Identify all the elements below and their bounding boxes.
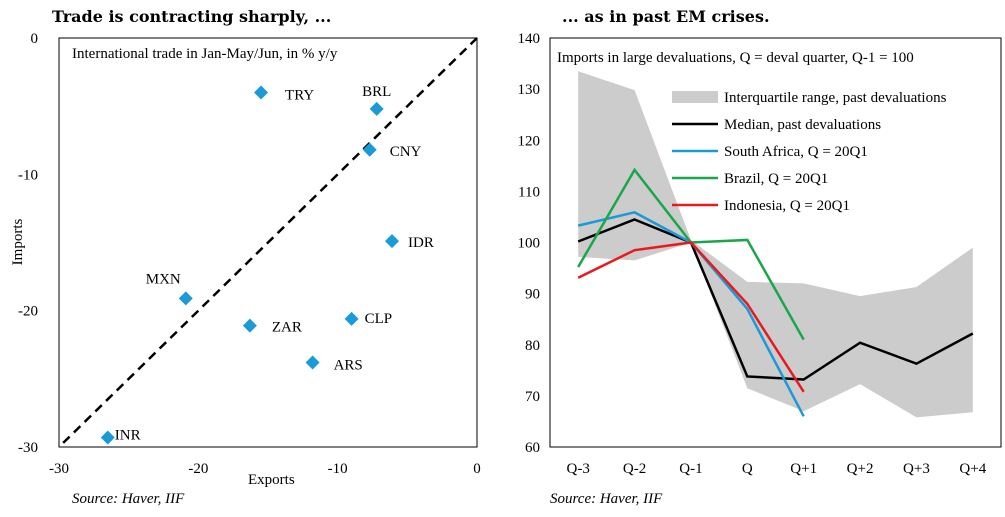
scatter-x-tick-label: 0 [473,461,481,477]
line-chart: ... as in past EM crises. Imports in lar… [518,7,1002,507]
scatter-point-inr [100,430,115,445]
line-x-ticks: Q-3 Q-2 Q-1 Q Q+1 Q+2 Q+3 Q+4 [567,461,987,477]
scatter-y-tick-label: -30 [18,440,38,456]
line-x-tick-label: Q-1 [679,461,702,477]
scatter-x-tick-label: -10 [328,461,348,477]
scatter-y-tick-label: -10 [18,167,38,183]
scatter-point-ars [305,355,320,370]
scatter-point-idr [385,234,400,249]
legend-swatch-band [672,91,718,103]
line-y-tick-label: 140 [518,31,541,47]
scatter-x-tick-label: -30 [49,461,69,477]
line-x-tick-label: Q-3 [567,461,590,477]
series-line-indonesia [577,241,805,393]
line-y-tick-label: 60 [525,440,540,456]
line-y-tick-label: 130 [518,82,541,98]
scatter-point-cny [362,142,377,157]
line-x-tick-label: Q+3 [903,461,930,477]
scatter-x-ticks: -30 -20 -10 0 [49,461,481,477]
scatter-y-ticks: 0 -10 -20 -30 [18,31,38,456]
line-x-tick-label: Q+1 [790,461,817,477]
legend-label-series: South Africa, Q = 20Q1 [724,144,868,160]
scatter-y-axis-label: Imports [10,219,26,266]
scatter-point-brl [369,101,384,116]
scatter-point-mxn [178,291,193,306]
scatter-y-tick-label: 0 [31,31,39,47]
scatter-points: TRY BRL CNY IDR MXN ZAR CLP ARS INR [100,84,434,445]
line-chart-legend: Interquartile range, past devaluations Me… [672,90,947,214]
line-y-tick-label: 100 [518,236,541,252]
scatter-point-clp [344,311,359,326]
line-y-ticks: 140 130 120 110 100 90 80 70 60 [518,31,541,456]
scatter-point-label: IDR [408,235,434,251]
line-x-tick-label: Q+2 [847,461,874,477]
legend-label-series: Median, past devaluations [724,117,881,133]
scatter-point-label: MXN [146,271,181,287]
scatter-chart: Trade is contracting sharply, ... Intern… [10,7,481,507]
interquartile-band-layer [578,71,973,418]
line-source-note: Source: Haver, IIF [550,491,663,507]
legend-label-band: Interquartile range, past devaluations [724,90,947,106]
scatter-point-try [254,85,269,100]
scatter-point-label: ARS [334,357,363,373]
series-lines-layer [577,167,974,417]
scatter-source-note: Source: Haver, IIF [72,491,185,507]
line-chart-title: ... as in past EM crises. [562,7,770,26]
scatter-point-label: INR [115,427,141,443]
legend-label-series: Brazil, Q = 20Q1 [724,171,828,187]
line-plot-frame [549,37,1002,448]
line-y-tick-label: 110 [518,184,540,200]
line-x-tick-label: Q+4 [959,461,986,477]
scatter-point-label: CLP [365,311,393,327]
line-y-tick-label: 120 [518,133,541,149]
scatter-point-zar [242,318,257,333]
scatter-point-label: ZAR [272,320,302,336]
scatter-x-axis-label: Exports [248,472,295,488]
scatter-point-label: BRL [362,84,391,100]
series-line-median [577,218,974,381]
line-y-tick-label: 70 [525,389,540,405]
reference-diagonal-line [62,37,478,444]
line-x-tick-label: Q [742,461,753,477]
line-y-tick-label: 90 [525,287,540,303]
line-chart-subtitle: Imports in large devaluations, Q = deval… [557,50,914,66]
scatter-plot-frame [58,37,478,448]
scatter-point-label: TRY [285,88,314,104]
scatter-point-label: CNY [390,144,422,160]
line-y-tick-label: 80 [525,338,540,354]
legend-label-series: Indonesia, Q = 20Q1 [724,198,850,214]
interquartile-range-band [578,71,973,418]
scatter-x-tick-label: -20 [188,461,208,477]
scatter-chart-subtitle: International trade in Jan-May/Jun, in %… [72,46,338,62]
scatter-chart-title: Trade is contracting sharply, ... [52,7,331,26]
line-x-tick-label: Q-2 [623,461,646,477]
scatter-y-tick-label: -20 [18,304,38,320]
